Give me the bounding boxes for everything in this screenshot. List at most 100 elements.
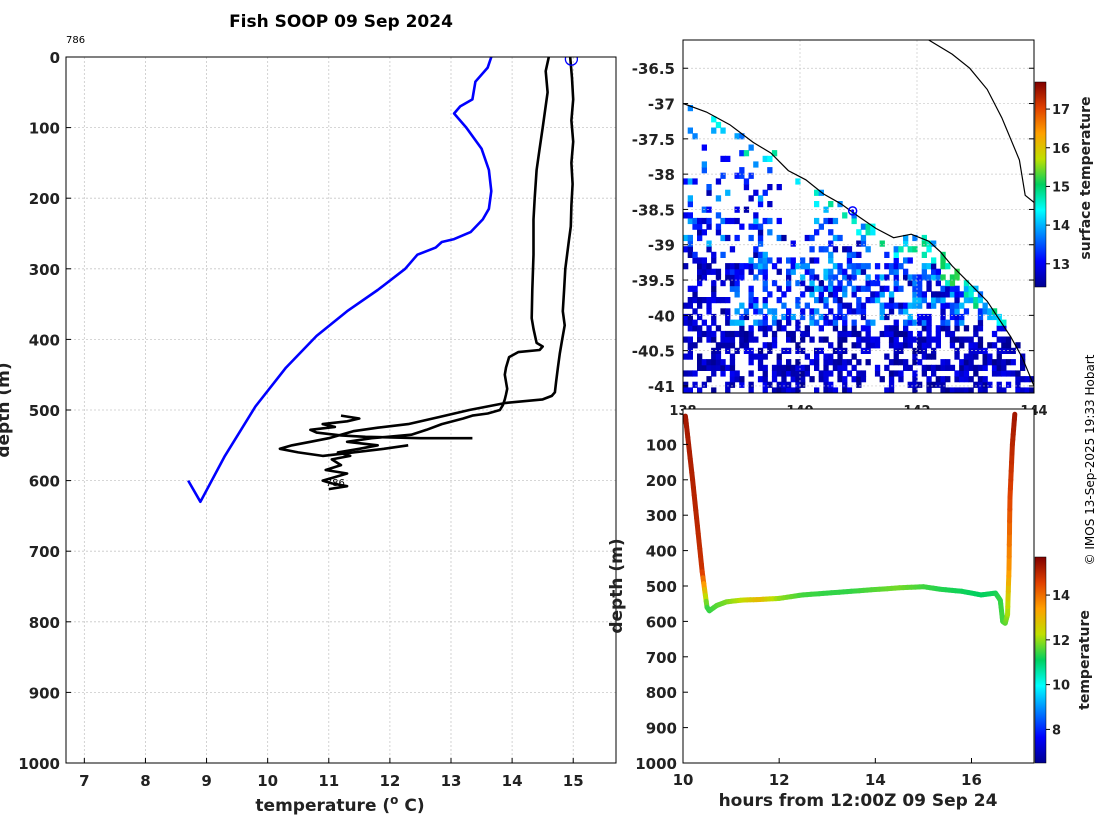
sst-cell xyxy=(977,376,984,383)
sst-cell xyxy=(809,336,815,343)
sst-cell xyxy=(977,297,984,304)
sst-cell xyxy=(748,195,754,202)
sst-cell xyxy=(968,364,974,371)
sst-cell xyxy=(814,319,820,326)
sst-cell xyxy=(706,206,712,213)
sst-cell xyxy=(757,308,764,315)
sst-cell xyxy=(828,280,834,287)
sst-cell xyxy=(893,251,899,258)
sst-cell xyxy=(823,319,829,326)
sst-cell xyxy=(697,297,703,304)
sst-cell xyxy=(725,155,731,162)
sst-cell xyxy=(907,313,913,321)
sst-cell xyxy=(720,370,726,377)
sst-cell xyxy=(856,381,862,388)
sst-cell xyxy=(692,223,698,230)
sst-cell xyxy=(706,297,712,304)
sst-cell xyxy=(729,342,736,349)
sst-cell xyxy=(926,274,932,281)
sst-cell xyxy=(903,268,909,275)
temperature-colorbar-tick-label: 12 xyxy=(1052,634,1070,649)
sst-cell xyxy=(898,342,904,349)
sst-cell xyxy=(790,364,796,371)
sst-cell xyxy=(949,336,956,343)
sst-cell xyxy=(725,297,731,304)
sst-cell xyxy=(734,291,740,298)
sst-cell xyxy=(748,223,754,230)
temperature-colorbar-tick-label: 8 xyxy=(1052,723,1061,738)
sst-cell xyxy=(837,201,843,208)
sst-cell xyxy=(926,285,932,292)
sst-cell xyxy=(748,268,754,275)
sst-cell xyxy=(828,308,834,315)
sst-cell xyxy=(926,381,932,388)
sst-cell xyxy=(753,223,759,230)
sst-cell xyxy=(921,353,927,360)
sst-cell xyxy=(987,353,993,360)
sst-cell xyxy=(828,274,834,281)
sst-cell xyxy=(786,308,792,315)
sst-cell xyxy=(945,285,951,292)
sst-cell xyxy=(851,342,857,349)
surface-start-marker xyxy=(564,57,579,66)
sst-cell xyxy=(692,291,698,298)
sst-cell xyxy=(931,263,937,270)
sst-cell xyxy=(711,330,717,338)
sst-cell xyxy=(757,359,764,366)
sst-cell xyxy=(931,381,937,388)
sst-cell xyxy=(692,342,698,349)
sst-cell xyxy=(706,359,712,366)
sst-cell xyxy=(720,364,726,371)
sst-cell xyxy=(790,336,796,343)
sst-cell xyxy=(701,359,707,366)
sst-cell xyxy=(697,364,703,371)
sst-cell xyxy=(711,319,717,326)
sst-cell xyxy=(842,285,848,292)
sst-cell xyxy=(823,336,829,343)
sst-cell xyxy=(729,381,736,388)
sst-cell xyxy=(846,280,853,287)
depth-time-xtick-label: 16 xyxy=(961,771,982,789)
sst-cell xyxy=(739,330,745,338)
sst-cell xyxy=(739,336,745,343)
sst-cell xyxy=(711,313,717,321)
sst-cell xyxy=(945,387,951,393)
map-ytick-label: -41 xyxy=(648,378,675,396)
sst-cell xyxy=(748,359,754,366)
sst-cell xyxy=(743,150,750,157)
sst-cell xyxy=(940,302,946,309)
sst-cell xyxy=(912,387,918,393)
sst-cell xyxy=(776,359,782,366)
sst-cell xyxy=(687,336,693,343)
sst-cell xyxy=(856,251,862,258)
sst-cell xyxy=(945,330,951,338)
sst-cell xyxy=(921,251,927,258)
sst-cell xyxy=(823,274,829,281)
profile-xtick-label: 13 xyxy=(441,772,462,790)
sst-cell xyxy=(1005,336,1012,343)
map-ytick-label: -39.5 xyxy=(632,272,675,290)
sst-cell xyxy=(692,370,698,377)
sst-cell xyxy=(729,274,736,281)
sst-cell xyxy=(715,178,722,185)
sst-cell xyxy=(771,319,778,326)
sst-cell xyxy=(935,274,941,281)
sst-cell xyxy=(893,359,899,366)
sst-cell xyxy=(701,319,707,326)
sst-cell xyxy=(856,297,862,304)
sst-cell xyxy=(781,291,787,298)
sst-cell xyxy=(945,319,951,326)
sst-cell xyxy=(715,268,722,275)
sst-cell xyxy=(991,359,998,366)
sst-cell xyxy=(706,308,712,315)
sst-cell xyxy=(1024,387,1030,393)
sst-cell xyxy=(917,280,923,287)
sst-cell xyxy=(683,212,689,219)
sst-cell xyxy=(991,370,998,377)
sst-cell xyxy=(959,387,965,393)
sst-cell xyxy=(786,359,792,366)
sst-cell xyxy=(903,364,909,371)
sst-cell xyxy=(963,325,970,332)
sst-cell xyxy=(973,370,979,377)
sst-cell xyxy=(842,313,848,321)
